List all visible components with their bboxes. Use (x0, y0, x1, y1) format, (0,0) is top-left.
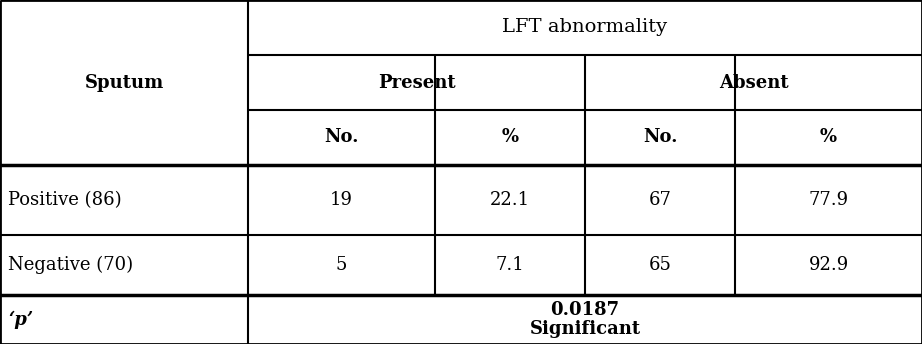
Text: 5: 5 (336, 256, 348, 274)
Text: ‘p’: ‘p’ (8, 310, 33, 329)
Text: 92.9: 92.9 (809, 256, 848, 274)
Text: 65: 65 (648, 256, 671, 274)
Text: 0.0187: 0.0187 (550, 301, 620, 319)
Text: Significant: Significant (529, 320, 641, 338)
Text: Sputum: Sputum (85, 74, 163, 92)
Text: Absent: Absent (718, 74, 788, 92)
Text: LFT abnormality: LFT abnormality (502, 19, 668, 36)
Text: 7.1: 7.1 (496, 256, 525, 274)
Text: 22.1: 22.1 (490, 191, 530, 209)
Text: 19: 19 (330, 191, 353, 209)
Text: Positive (86): Positive (86) (8, 191, 122, 209)
Text: 77.9: 77.9 (809, 191, 848, 209)
Text: No.: No. (643, 129, 678, 147)
Text: Present: Present (378, 74, 455, 92)
Text: 67: 67 (648, 191, 671, 209)
Text: No.: No. (325, 129, 359, 147)
Text: %: % (820, 129, 837, 147)
Text: %: % (502, 129, 518, 147)
Text: Negative (70): Negative (70) (8, 256, 133, 274)
